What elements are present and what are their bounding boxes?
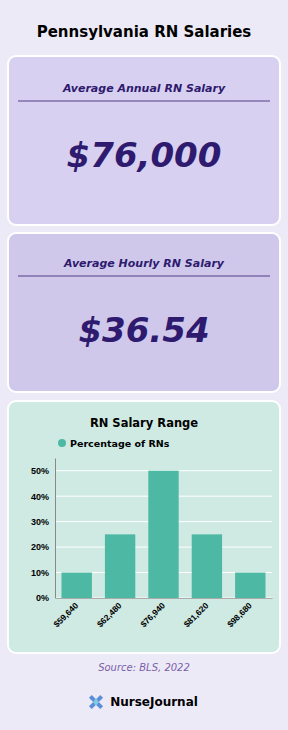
legend-label: Percentage of RNs	[70, 438, 170, 449]
y-axis-line	[55, 459, 56, 599]
x-tick-label: $59,640	[51, 600, 80, 629]
bar	[235, 573, 265, 598]
x-tick-label: $76,940	[138, 600, 167, 629]
plot	[55, 471, 272, 598]
chart-box	[8, 401, 280, 653]
hourly-box	[8, 233, 280, 392]
annual-value: $76,000	[67, 135, 222, 175]
x-tick-label: $62,480	[95, 600, 124, 629]
brand-icon-bar	[89, 695, 103, 709]
annual-underline	[18, 101, 270, 102]
y-tick-label: 50%	[31, 466, 49, 476]
y-tick: 10%	[31, 568, 55, 578]
x-tick-label: $98,680	[225, 600, 254, 629]
x-tick: $76,940	[138, 598, 167, 629]
x-tick: $81,620	[182, 598, 211, 629]
y-tick-label: 30%	[31, 517, 49, 527]
legend-marker	[58, 439, 66, 447]
y-tick: 20%	[31, 542, 55, 552]
y-tick-label: 20%	[31, 542, 49, 552]
x-tick-label: $81,620	[182, 600, 211, 629]
brand-icon	[89, 695, 103, 709]
bars	[62, 471, 266, 598]
annual-label: Average Annual RN Salary	[62, 82, 226, 95]
bar	[148, 471, 178, 598]
y-tick-label: 10%	[31, 568, 49, 578]
grid	[55, 471, 272, 598]
brand-icon-diamond	[93, 698, 99, 706]
annual-box	[8, 56, 280, 225]
hourly-underline	[18, 276, 270, 277]
bar	[62, 573, 92, 598]
y-tick-label: 40%	[31, 492, 49, 502]
x-axis: $59,640 $62,480 $76,940 $81,620 $98,680	[51, 598, 272, 629]
y-tick: 30%	[31, 517, 55, 527]
bar	[105, 534, 135, 598]
y-tick: 40%	[31, 492, 55, 502]
chart-title: RN Salary Range	[90, 416, 198, 430]
bar	[192, 534, 222, 598]
x-tick: $98,680	[225, 598, 254, 629]
page-title: Pennsylvania RN Salaries	[37, 23, 252, 41]
y-tick-label: 0%	[36, 593, 49, 603]
y-tick: 50%	[31, 466, 55, 476]
hourly-value: $36.54	[78, 310, 209, 350]
x-tick: $62,480	[95, 598, 124, 629]
y-axis: 0% 10% 20% 30% 40% 50%	[31, 459, 56, 604]
y-tick: 0%	[36, 593, 55, 603]
source: Source: BLS, 2022	[98, 662, 190, 673]
infographic: Pennsylvania RN Salaries Average Annual R…	[0, 0, 288, 730]
background	[0, 0, 288, 730]
hourly-label: Average Hourly RN Salary	[63, 257, 225, 270]
brand: NurseJournal	[110, 695, 198, 709]
x-axis-line	[56, 598, 273, 599]
x-tick: $59,640	[51, 598, 80, 629]
brand-icon-bar	[89, 695, 103, 709]
legend: Percentage of RNs	[58, 438, 170, 449]
